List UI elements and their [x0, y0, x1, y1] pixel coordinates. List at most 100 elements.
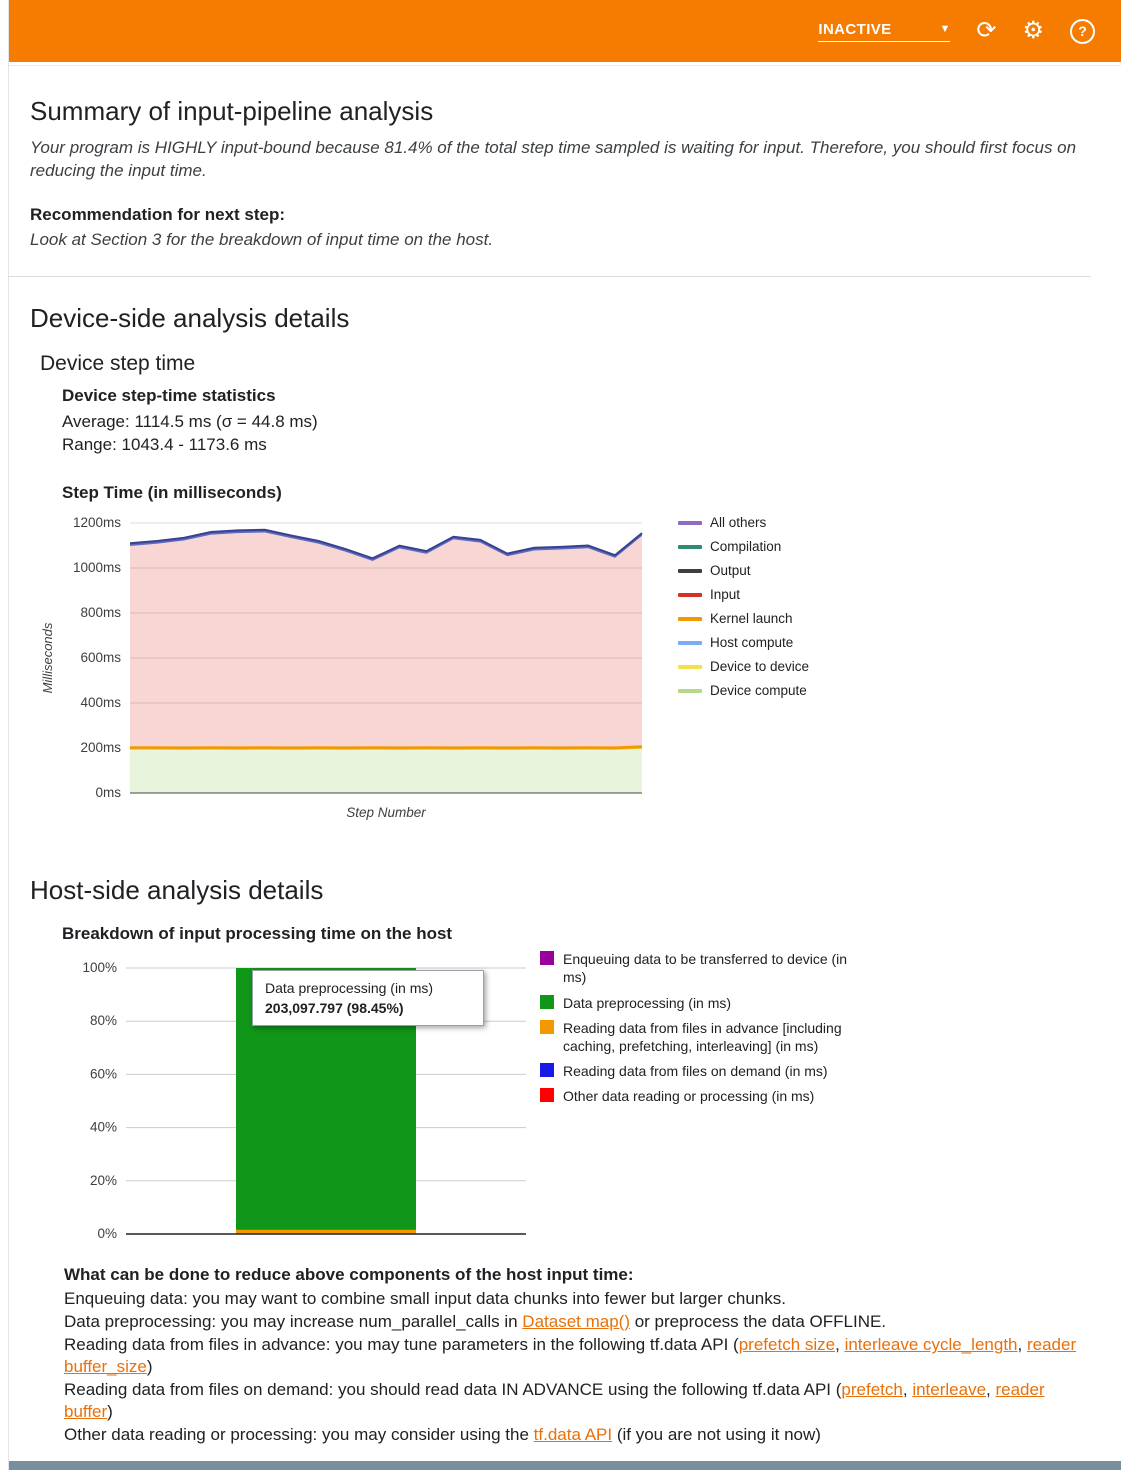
- legend-item: Host compute: [678, 635, 809, 650]
- legend-swatch: [678, 592, 702, 597]
- bar-segment[interactable]: [236, 1230, 416, 1235]
- y-tick-label: 60%: [90, 1067, 117, 1082]
- device-side-title: Device-side analysis details: [30, 302, 350, 333]
- help-icon[interactable]: ?: [1070, 18, 1095, 44]
- legend-label: Reading data from files on demand (in ms…: [563, 1063, 828, 1080]
- y-tick-label: 0%: [97, 1226, 117, 1241]
- y-tick-label: 80%: [90, 1013, 117, 1028]
- tips-lines: Enqueuing data: you may want to combine …: [64, 1288, 1091, 1446]
- toolbar: INACTIVE ▼ ⟳ ⚙ ?: [9, 0, 1121, 62]
- series-line: [130, 747, 643, 751]
- host-breakdown-legend: Enqueuing data to be transferred to devi…: [540, 950, 870, 1112]
- step-time-chart-legend: All others Compilation Output Input Kernel l…: [678, 515, 809, 707]
- legend-item: Compilation: [678, 539, 809, 554]
- legend-swatch: [540, 994, 554, 1009]
- host-breakdown-chart: 0% 20% 40% 60% 80% 100% Data preprocessing (i…: [64, 951, 1091, 1250]
- header-divider: [9, 62, 1121, 66]
- series-area: [130, 532, 642, 747]
- status-label: INACTIVE: [818, 20, 892, 38]
- y-tick-label: 100%: [82, 960, 117, 975]
- legend-item: Enqueuing data to be transferred to devi…: [540, 950, 870, 986]
- tip-link[interactable]: Dataset map(): [522, 1312, 630, 1332]
- legend-swatch: [540, 1088, 554, 1103]
- legend-item: Data preprocessing (in ms): [540, 994, 870, 1012]
- stats-title: Device step-time statistics: [62, 385, 276, 405]
- legend-label: Host compute: [710, 635, 794, 651]
- legend-swatch: [540, 1063, 554, 1078]
- legend-label: Device compute: [710, 683, 807, 699]
- device-side-section: Device-side analysis details Device step…: [30, 303, 1091, 823]
- recommendation-body: Look at Section 3 for the breakdown of i…: [30, 229, 494, 249]
- summary-title: Summary of input-pipeline analysis: [30, 96, 434, 126]
- y-tick-label: 800ms: [80, 605, 121, 620]
- x-axis-title: Step Number: [346, 805, 426, 820]
- legend-item: Other data reading or processing (in ms): [540, 1087, 870, 1105]
- legend-label: Enqueuing data to be transferred to devi…: [563, 951, 848, 986]
- legend-swatch: [678, 640, 702, 645]
- tip-link[interactable]: interleave: [912, 1380, 987, 1400]
- legend-label: Device to device: [710, 659, 810, 675]
- legend-label: Output: [710, 563, 751, 579]
- tooltip-series-label: Data preprocessing (in ms): [265, 980, 434, 997]
- step-time-chart: 0ms 200ms 400ms 600ms 800ms 1000ms 1200ms Step …: [30, 507, 1091, 823]
- stats-range: Range: 1043.4 - 1173.6 ms: [62, 435, 267, 455]
- series-line: [129, 528, 643, 560]
- left-divider-line: [8, 0, 9, 1470]
- tip-line: Reading data from files in advance: you …: [64, 1335, 1077, 1376]
- tip-link[interactable]: interleave cycle_length: [844, 1335, 1018, 1355]
- series-area: [130, 748, 642, 794]
- tip-line: Other data reading or processing: you ma…: [64, 1425, 821, 1445]
- legend-swatch: [678, 544, 702, 549]
- y-axis-title: Milliseconds: [40, 622, 55, 693]
- legend-label: Reading data from files in advance [incl…: [563, 1019, 842, 1054]
- host-side-section: Host-side analysis details Breakdown of …: [30, 875, 1091, 1445]
- capture-status-dropdown[interactable]: INACTIVE ▼: [818, 20, 951, 42]
- legend-swatch: [540, 951, 554, 966]
- summary-body: Your program is HIGHLY input-bound becau…: [30, 138, 1077, 180]
- legend-label: Input: [710, 587, 741, 603]
- legend-item: All others: [678, 515, 809, 530]
- legend-swatch: [540, 1019, 554, 1034]
- host-breakdown-chart-title: Breakdown of input processing time on th…: [62, 924, 453, 944]
- legend-label: All others: [710, 515, 767, 531]
- series-area: [130, 529, 642, 562]
- legend-item: Reading data from files in advance [incl…: [540, 1019, 870, 1055]
- tips-heading: What can be done to reduce above compone…: [64, 1265, 634, 1285]
- chart-tooltip: Data preprocessing (in ms) 203,097.797 (…: [252, 970, 484, 1027]
- legend-label: Other data reading or processing (in ms): [563, 1088, 815, 1105]
- legend-label: Kernel launch: [710, 611, 793, 627]
- legend-swatch: [678, 664, 702, 669]
- recommendation-title: Recommendation for next step:: [30, 204, 286, 224]
- tooltip-value: 203,097.797 (98.45%): [265, 1000, 404, 1017]
- tip-link[interactable]: prefetch: [841, 1380, 903, 1400]
- y-tick-label: 200ms: [80, 740, 121, 755]
- host-side-title: Host-side analysis details: [30, 875, 324, 906]
- y-tick-label: 1000ms: [73, 560, 121, 575]
- device-step-time-title: Device step time: [40, 351, 196, 375]
- legend-item: Device compute: [678, 683, 809, 698]
- legend-item: Kernel launch: [678, 611, 809, 626]
- tip-line: Reading data from files on demand: you s…: [64, 1380, 1045, 1421]
- legend-item: Output: [678, 563, 809, 578]
- device-step-time-stats: Device step-time statistics Average: 111…: [62, 384, 1091, 457]
- next-section-bar: [9, 1461, 1121, 1470]
- main-content: Summary of input-pipeline analysis Your …: [9, 66, 1121, 1445]
- section-divider: [9, 275, 1091, 277]
- step-time-area-chart[interactable]: 0ms 200ms 400ms 600ms 800ms 1000ms 1200ms Step …: [30, 507, 666, 823]
- host-input-tips: What can be done to reduce above compone…: [64, 1264, 1091, 1445]
- y-tick-label: 20%: [90, 1173, 117, 1188]
- legend-label: Data preprocessing (in ms): [563, 994, 732, 1011]
- y-tick-label: 40%: [90, 1120, 117, 1135]
- stats-average: Average: 1114.5 ms (σ = 44.8 ms): [62, 411, 318, 431]
- gear-icon[interactable]: ⚙: [1022, 17, 1044, 44]
- tip-line: Data preprocessing: you may increase num…: [64, 1312, 887, 1332]
- legend-swatch: [678, 520, 702, 525]
- y-tick-label: 600ms: [80, 650, 121, 665]
- refresh-icon[interactable]: ⟳: [976, 17, 997, 44]
- legend-item: Device to device: [678, 659, 809, 674]
- legend-item: Input: [678, 587, 809, 602]
- y-tick-label: 400ms: [80, 695, 121, 710]
- tip-link[interactable]: tf.data API: [533, 1425, 613, 1445]
- chevron-down-icon: ▼: [939, 23, 951, 35]
- tip-link[interactable]: prefetch size: [738, 1335, 836, 1355]
